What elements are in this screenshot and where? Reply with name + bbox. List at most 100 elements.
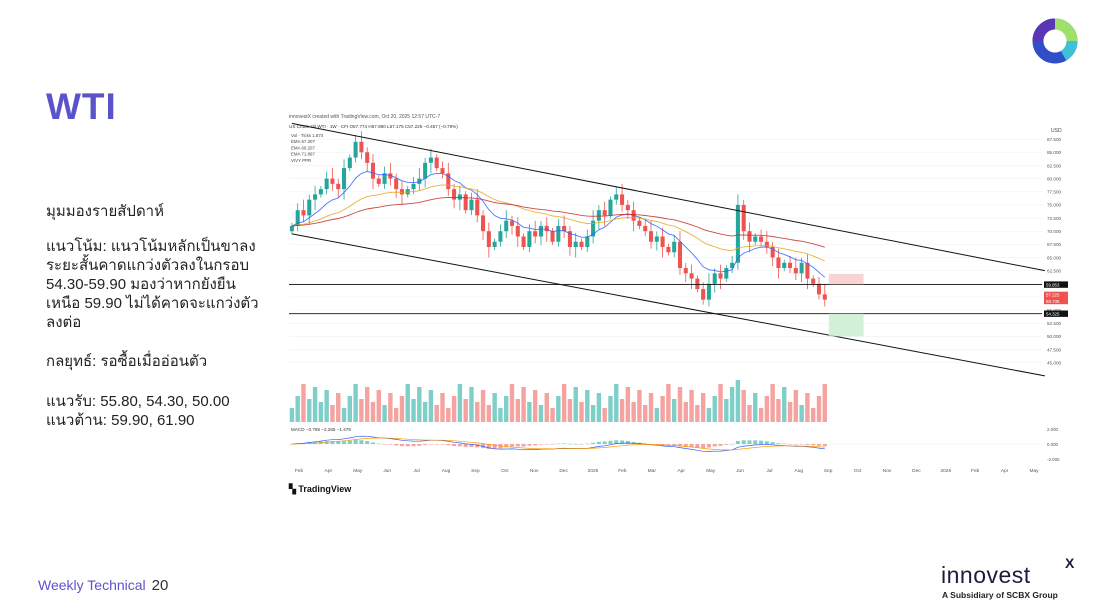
macd-histogram-bar [452,444,457,447]
y-tick-label: 87.500 [1047,137,1061,142]
candle-body [695,278,700,290]
candle-body [504,220,509,232]
candle-body [492,241,497,247]
macd-histogram-bar [741,440,746,444]
macd-histogram-bar [544,444,549,445]
volume-bar [527,402,532,422]
candle-body [486,231,491,247]
candle-body [585,236,590,247]
candle-body [799,262,804,274]
macd-histogram-bar [579,444,584,445]
x-tick-label: Apr [677,468,685,474]
volume-bar [393,408,399,422]
macd-histogram-bar [747,440,752,444]
macd-histogram-bar [683,444,688,447]
y-tick-label: 75.000 [1047,203,1061,208]
candle-body [811,278,816,284]
candle-body [509,220,515,226]
x-tick-label: Jul [766,468,772,474]
volume-bar [753,393,758,422]
volume-bar [504,396,509,422]
macd-histogram-bar [788,444,793,445]
ema-slow-line [291,197,825,248]
y-tick-label: 52.500 [1047,321,1061,326]
volume-bar [822,384,827,422]
volume-bar [480,390,486,422]
candle-body [313,194,318,200]
macd-histogram-bar [672,444,677,446]
candle-body [521,236,526,247]
volume-bar [608,396,613,422]
macd-histogram-bar [816,444,822,446]
candle-body [602,210,607,216]
volume-bar [359,399,364,422]
candle-body [452,189,457,200]
candle-body [330,178,335,184]
volume-bar [364,387,370,422]
x-tick-label: 2025 [588,468,599,474]
price-tag-label: 56.735 [1046,299,1060,304]
macd-histogram-bar [382,444,387,445]
x-tick-label: Jul [414,468,420,474]
volume-bar [370,402,376,422]
view-heading: มุมมองรายสัปดาห์ [46,203,164,220]
candle-body [318,189,323,195]
currency-label: USD [1051,128,1062,134]
macd-histogram-bar [481,444,486,449]
candle-body [816,283,822,295]
candle-body [712,273,717,284]
x-tick-label: Aug [442,468,451,474]
candle-body [764,241,769,247]
volume-bar [451,396,457,422]
forecast-risk-box [828,273,864,285]
volume-bar [295,396,300,422]
indicator-label: EMA 60.207 [291,145,315,150]
x-tick-label: Nov [883,468,892,474]
macd-histogram-bar [608,440,613,444]
volume-bar [590,405,596,422]
candle-body [579,241,584,247]
candle-body [730,262,735,269]
volume-bar [457,384,463,422]
volume-bar [567,399,573,422]
volume-bar [787,402,793,422]
y-tick-label: 77.500 [1047,190,1061,195]
x-tick-label: Nov [530,468,539,474]
volume-bar [573,387,578,422]
page-number: 20 [151,577,169,594]
brand-ring-icon [1032,18,1078,64]
macd-histogram-bar [486,444,491,449]
candle-body [394,178,399,190]
candle-body [498,231,503,242]
y-tick-label: 62.500 [1047,268,1061,273]
candle-body [648,231,654,242]
volume-bar [521,387,526,422]
macd-histogram-bar [440,444,445,445]
brand-x: X [1065,555,1075,571]
price-tag [1044,297,1068,305]
volume-bar [411,399,416,422]
volume-bar [625,387,631,422]
volume-bar [399,396,405,422]
candle-body [411,183,416,190]
macd-histogram-bar [434,444,439,445]
volume-bar [671,399,677,422]
candle-body [788,262,793,269]
x-tick-label: Feb [295,468,304,474]
candle-body [399,189,404,195]
macd-histogram-bar [753,440,758,444]
macd-histogram-bar [457,444,462,447]
macd-histogram-bar [602,441,607,444]
candle-body [701,289,706,300]
volume-bar [532,390,538,422]
chart-canvas: innovestX created with TradingView.com, … [287,110,1070,498]
volume-bar [312,387,318,422]
candle-body [660,236,665,247]
candle-body [353,141,358,158]
volume-bar [654,408,660,422]
volume-bar [805,393,810,422]
macd-histogram-bar [701,444,706,449]
macd-histogram-bar [591,442,596,444]
candle-body [388,173,393,179]
x-tick-label: Dec [559,468,568,474]
